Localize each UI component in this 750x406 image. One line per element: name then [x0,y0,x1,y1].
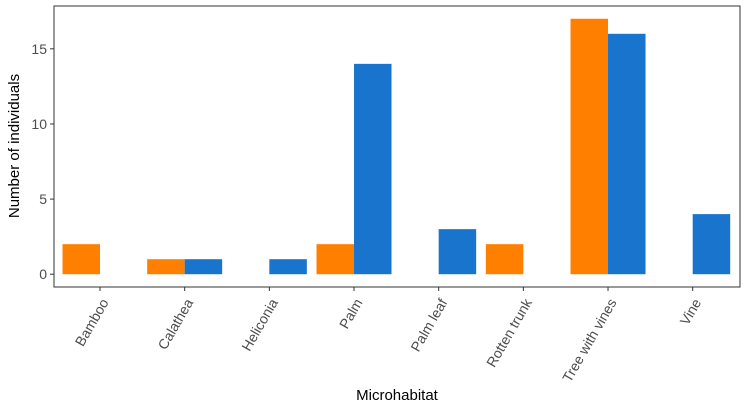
bar [570,18,609,275]
y-tick-label: 0 [39,266,47,282]
bar [316,244,355,275]
y-tick-label: 10 [31,116,47,132]
x-tick-label: Heliconia [238,296,281,354]
x-tick-label: Vine [677,296,705,328]
bars [62,18,731,275]
bar [269,259,307,275]
bar [354,63,392,275]
x-tick-label: Calathea [154,296,196,353]
bar [438,229,477,275]
bar [62,244,100,275]
x-axis-title: Microhabitat [356,387,439,404]
y-tick-label: 15 [31,41,47,57]
y-axis-title: Number of individuals [6,74,23,218]
x-tick-label: Tree with vines [559,296,620,385]
bar [485,244,524,275]
bar [692,214,731,275]
y-axis: 0 5 10 15 [31,41,54,282]
x-tick-label: Palm [336,296,366,332]
x-axis: Bamboo Calathea Heliconia Palm Palm leaf Rott… [72,287,705,385]
y-tick-label: 5 [39,191,47,207]
x-tick-label: Bamboo [72,296,112,349]
x-tick-label: Rotten trunk [483,295,535,370]
bar [608,33,646,275]
x-tick-label: Palm leaf [407,296,450,355]
bar [184,259,223,275]
bar [147,259,185,275]
